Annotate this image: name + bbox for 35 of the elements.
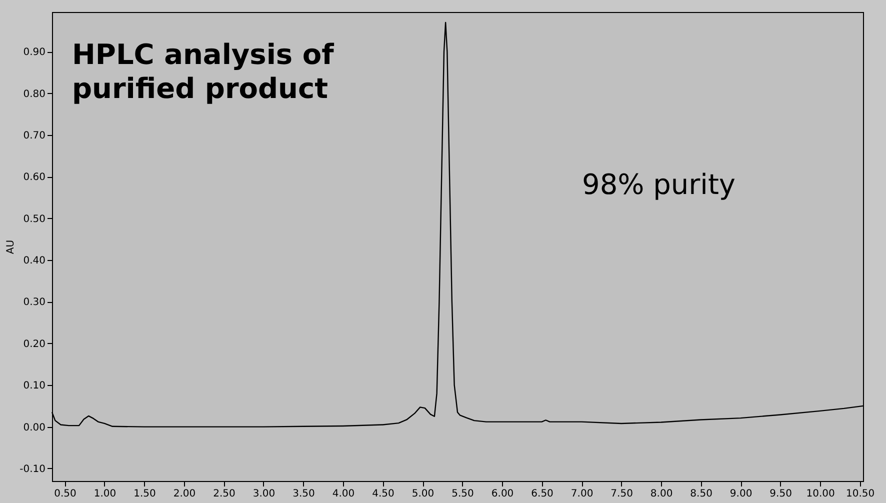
y-tick-label: 0.40 <box>23 256 46 267</box>
y-tick-label: 0.70 <box>23 130 46 142</box>
x-tick-label: 10.00 <box>806 488 835 500</box>
x-tick-label: 10.50 <box>846 488 875 500</box>
x-tick-label: 1.00 <box>94 488 116 500</box>
x-tick-label: 5.00 <box>412 488 434 500</box>
x-tick-label: 6.50 <box>531 488 554 500</box>
y-tick-label: 0.10 <box>23 380 46 392</box>
x-tick-label: 1.50 <box>134 488 156 500</box>
annotation: 98% purity <box>582 168 736 201</box>
y-tick-label: 0.30 <box>23 297 46 308</box>
y-tick-label: 0.80 <box>23 88 46 100</box>
x-tick-label: 7.00 <box>570 488 594 500</box>
x-tick-label: 9.50 <box>770 488 792 500</box>
x-tick-label: 3.00 <box>252 488 276 500</box>
y-tick-label: 0.00 <box>23 422 46 434</box>
x-tick-label: 8.00 <box>650 488 673 500</box>
x-tick-label: 3.50 <box>292 488 315 500</box>
x-tick-label: 4.00 <box>332 488 355 500</box>
x-tick-label: 5.50 <box>452 488 474 500</box>
x-tick-label: 7.50 <box>610 488 633 500</box>
x-tick-label: 2.00 <box>173 488 196 500</box>
x-tick-label: 8.50 <box>690 488 712 500</box>
x-tick-label: 0.50 <box>54 488 76 500</box>
x-tick-label: 2.50 <box>213 488 236 500</box>
y-tick-label: 0.60 <box>23 172 46 184</box>
y-tick-label: 0.90 <box>23 47 46 58</box>
annotation: HPLC analysis of purified product <box>72 38 335 105</box>
y-tick-label: 0.20 <box>23 338 46 350</box>
x-tick-label: 4.50 <box>372 488 394 500</box>
x-tick-label: 9.00 <box>730 488 752 500</box>
y-axis-title: AU <box>6 240 17 254</box>
y-tick-label: 0.50 <box>23 214 46 225</box>
x-tick-label: 6.00 <box>491 488 514 500</box>
y-tick-label: -0.10 <box>20 464 46 475</box>
